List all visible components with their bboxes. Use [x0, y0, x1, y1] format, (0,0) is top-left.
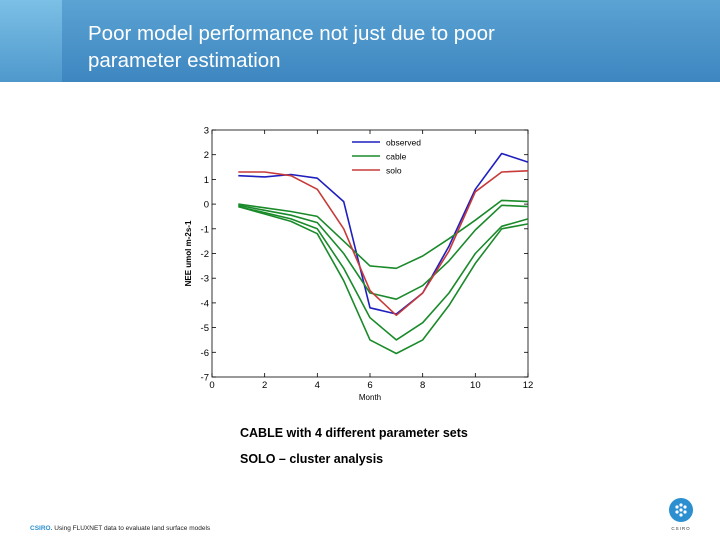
title-bar-accent: [0, 0, 62, 82]
series-line-cable-3: [238, 205, 529, 341]
y-tick-label: -4: [201, 298, 209, 309]
caption-solo: SOLO – cluster analysis: [240, 452, 384, 466]
y-tick-label: -1: [201, 224, 209, 235]
x-tick-label: 12: [523, 380, 534, 391]
csiro-logo-icon: [669, 498, 693, 522]
series-line-cable: [238, 199, 529, 270]
footer-text: Using FLUXNET data to evaluate land surf…: [52, 525, 211, 532]
y-tick-label: -6: [201, 348, 209, 359]
legend-label-cable: cable: [386, 152, 407, 162]
csiro-logo-text: CSIRO: [671, 526, 691, 531]
y-axis-label: NEE umol m-2s-1: [184, 220, 193, 286]
series-line-cable-4: [238, 205, 529, 355]
slide-title-line-1: Poor model performance not just due to p…: [88, 22, 495, 45]
slide-title-line-2: parameter estimation: [88, 49, 281, 72]
y-tick-label: 1: [204, 175, 209, 186]
y-tick-label: -2: [201, 249, 209, 260]
y-tick-label: 2: [204, 150, 209, 161]
y-tick-label: 0: [204, 200, 209, 211]
x-tick-label: 8: [420, 380, 425, 391]
slide-title: Poor model performance not just due to p…: [88, 20, 688, 74]
legend-label-observed: observed: [386, 138, 421, 148]
caption-cable: CABLE with 4 different parameter sets: [240, 426, 468, 440]
y-tick-label: 3: [204, 126, 209, 137]
legend-label-solo: solo: [386, 166, 402, 176]
x-tick-label: 10: [470, 380, 481, 391]
footer: CSIRO. Using FLUXNET data to evaluate la…: [30, 525, 210, 532]
x-tick-label: 4: [315, 380, 320, 391]
x-tick-label: 6: [367, 380, 372, 391]
y-tick-label: -7: [201, 373, 209, 384]
x-axis-label: Month: [359, 393, 381, 402]
series-line-solo: [238, 170, 529, 317]
title-bar: Poor model performance not just due to p…: [0, 0, 720, 82]
x-tick-label: 2: [262, 380, 267, 391]
y-tick-label: -3: [201, 274, 209, 285]
series-line-cable-2: [238, 204, 529, 300]
y-tick-label: -5: [201, 323, 209, 334]
x-tick-label: 0: [209, 380, 214, 391]
footer-brand: CSIRO.: [30, 525, 53, 532]
